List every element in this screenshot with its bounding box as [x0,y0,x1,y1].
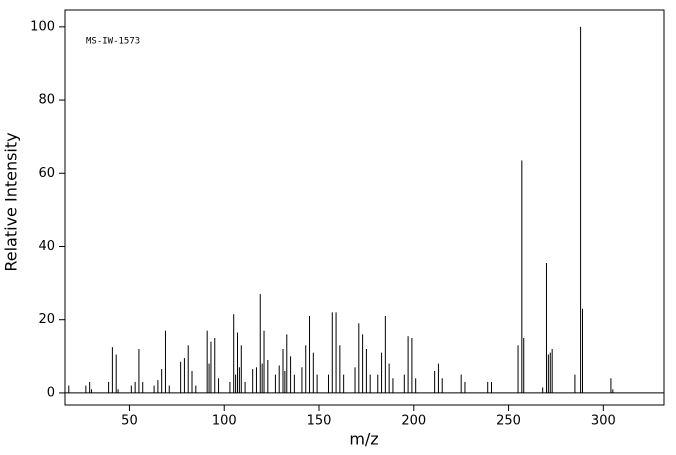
y-tick-label: 40 [38,239,55,254]
y-axis-label: Relative Intensity [2,132,21,271]
y-tick-label: 0 [47,385,55,400]
x-tick-label: 300 [591,414,616,429]
x-tick-label: 50 [121,414,138,429]
x-tick-label: 200 [401,414,426,429]
x-tick-label: 250 [496,414,521,429]
y-tick-label: 20 [38,312,55,327]
x-tick-label: 100 [212,414,237,429]
x-axis-label: m/z [349,430,378,449]
x-tick-label: 150 [307,414,332,429]
y-tick-label: 60 [38,166,55,181]
y-tick-label: 80 [38,93,55,108]
annotation: MS-IW-1573 [86,37,140,47]
plot-frame [64,9,665,406]
y-tick-label: 100 [30,19,55,34]
